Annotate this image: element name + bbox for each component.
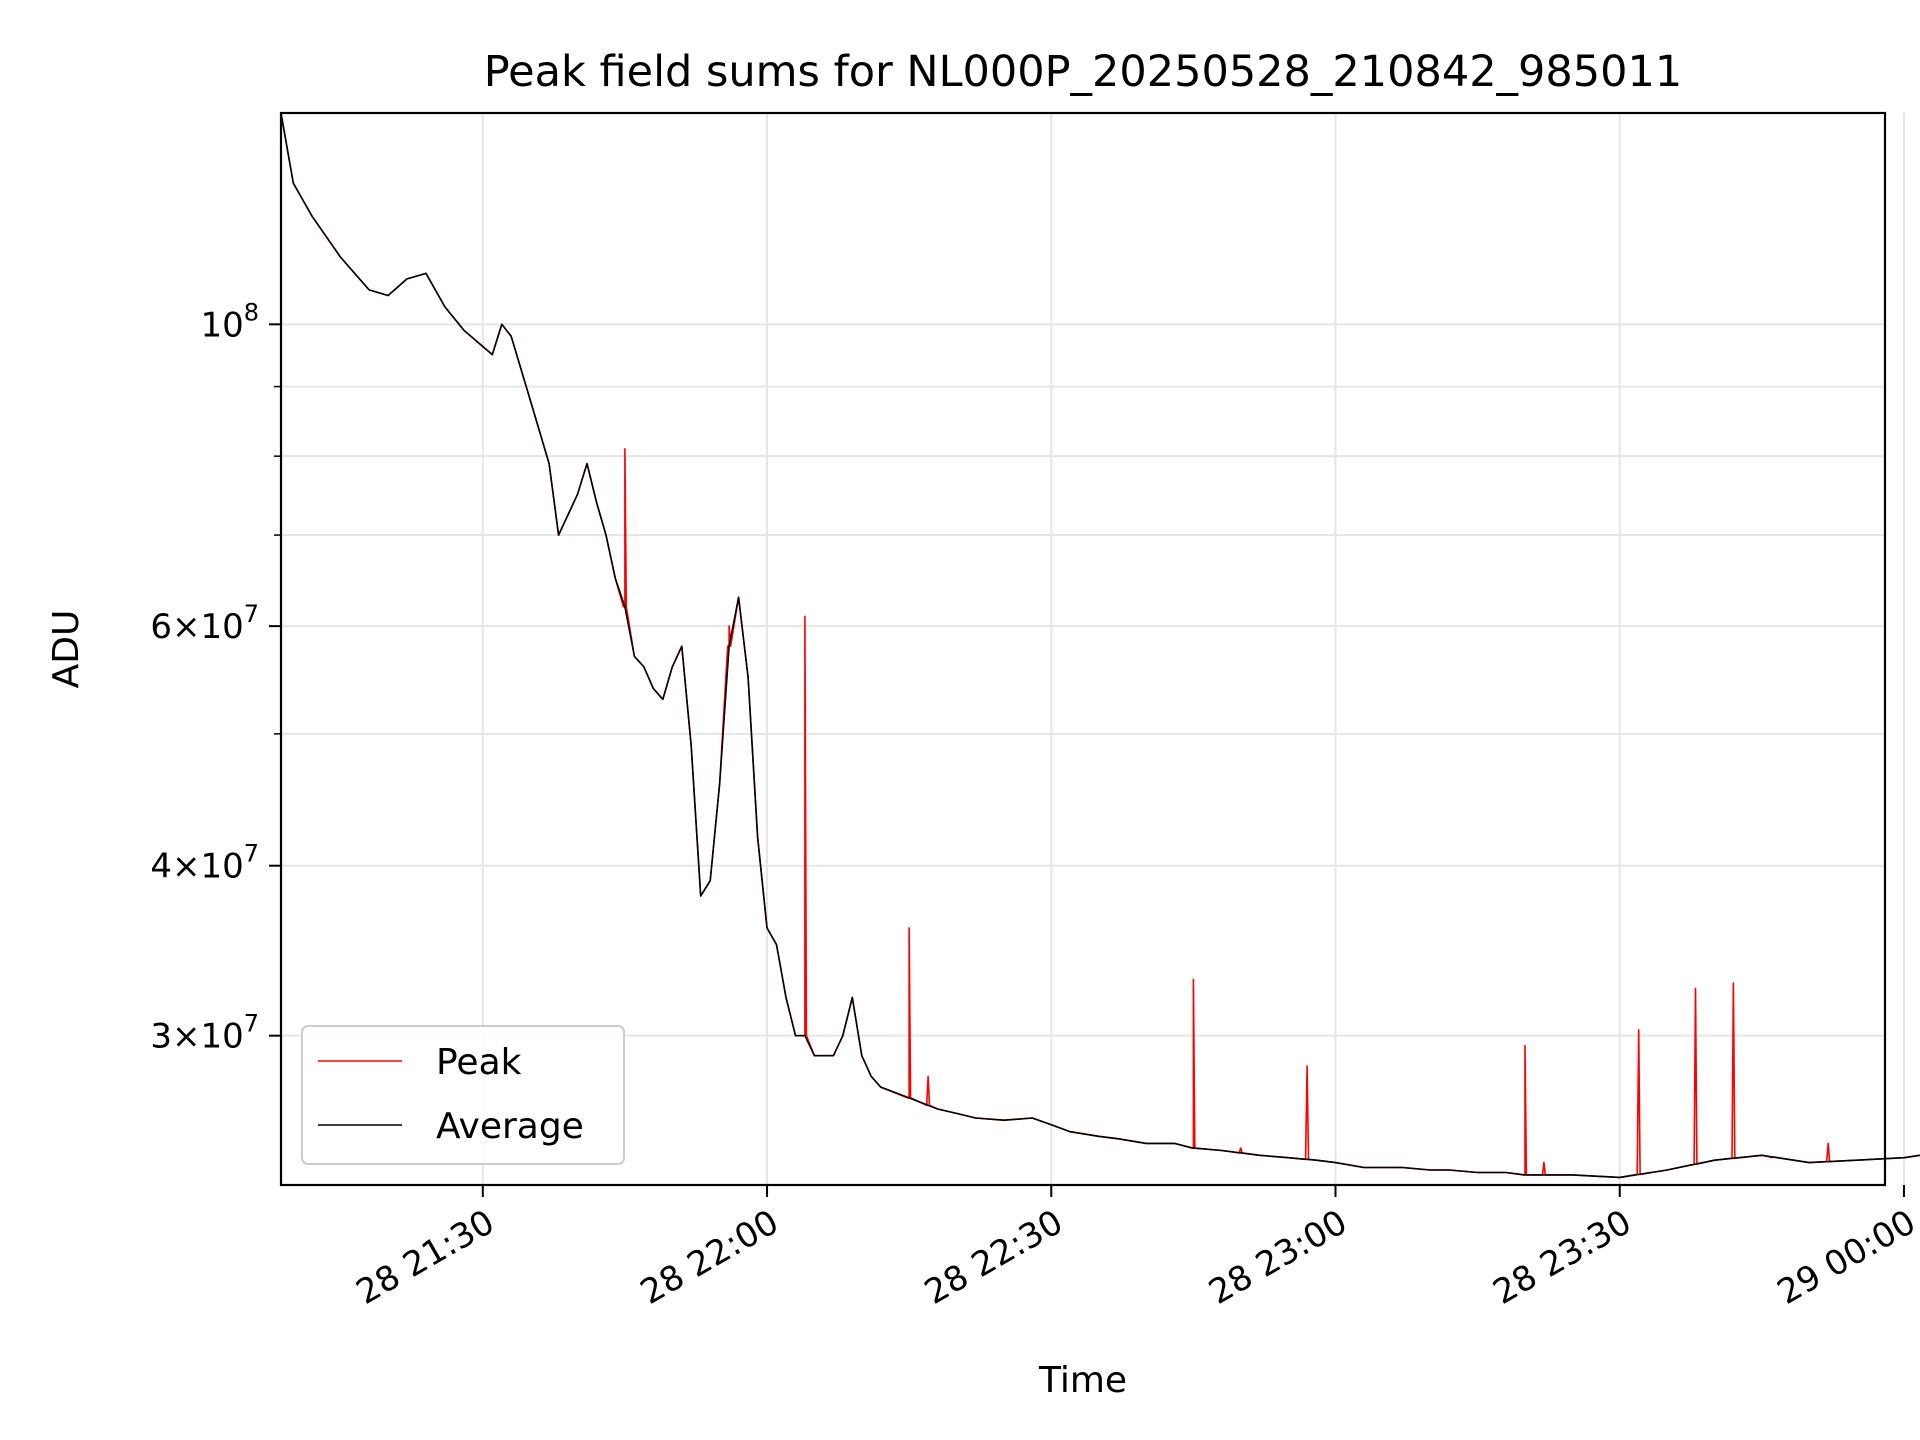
y-tick-label: 3×107 — [150, 1010, 259, 1057]
y-tick-label: 4×107 — [150, 840, 259, 887]
series-layer — [280, 112, 1920, 1179]
legend: Peak Average — [301, 1025, 625, 1165]
chart-title: Peak field sums for NL000P_20250528_2108… — [484, 47, 1682, 97]
legend-peak-label: Peak — [436, 1042, 522, 1083]
x-axis-label: Time — [1038, 1360, 1127, 1401]
plot-frame — [279, 111, 1887, 1187]
y-tick-label: 108 — [200, 298, 259, 345]
y-tick-label: 6×107 — [150, 600, 259, 647]
grid-layer — [281, 113, 1905, 1185]
average-series-line — [280, 112, 1920, 1179]
legend-average-label: Average — [436, 1106, 584, 1147]
y-axis-label: ADU — [46, 610, 87, 689]
